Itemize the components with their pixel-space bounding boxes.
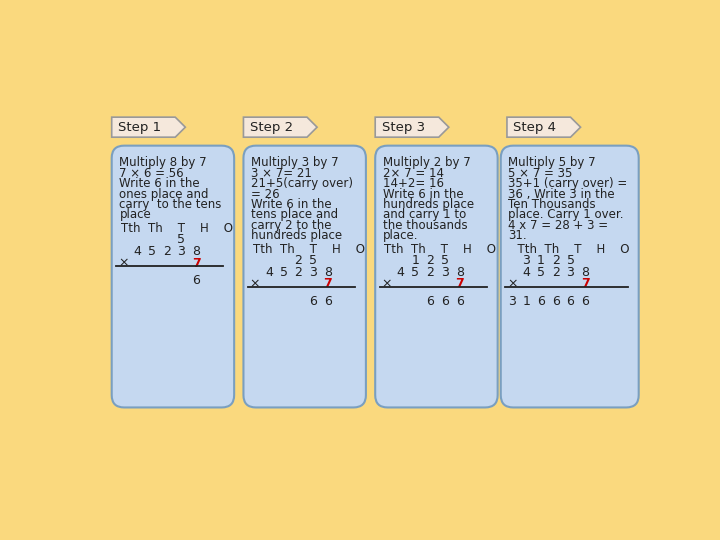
Text: Multiply 3 by 7: Multiply 3 by 7 — [251, 157, 339, 170]
Text: Step 3: Step 3 — [382, 120, 425, 134]
Text: and carry 1 to: and carry 1 to — [383, 208, 467, 221]
Text: 3 × 7= 21: 3 × 7= 21 — [251, 167, 312, 180]
Text: carry  to the tens: carry to the tens — [120, 198, 222, 211]
Text: 8: 8 — [324, 266, 332, 279]
Text: 1: 1 — [523, 295, 530, 308]
Text: 2: 2 — [294, 254, 302, 267]
Text: 3: 3 — [523, 254, 530, 267]
Text: 6: 6 — [581, 295, 589, 308]
Text: 3: 3 — [178, 245, 185, 258]
Text: 7: 7 — [192, 256, 201, 269]
Text: 6: 6 — [192, 274, 200, 287]
FancyBboxPatch shape — [112, 146, 234, 408]
FancyBboxPatch shape — [500, 146, 639, 408]
Text: Multiply 2 by 7: Multiply 2 by 7 — [383, 157, 471, 170]
Text: Multiply 5 by 7: Multiply 5 by 7 — [508, 157, 596, 170]
Text: 7: 7 — [581, 278, 590, 291]
Text: 5: 5 — [148, 245, 156, 258]
Text: 3: 3 — [441, 266, 449, 279]
Text: 6: 6 — [537, 295, 545, 308]
Text: place. Carry 1 over.: place. Carry 1 over. — [508, 208, 624, 221]
Text: 6: 6 — [567, 295, 575, 308]
Text: 5: 5 — [177, 233, 186, 246]
Polygon shape — [375, 117, 449, 137]
Text: Tth  Th    T    H    O: Tth Th T H O — [384, 242, 497, 255]
Text: Tth  Th    T    H    O: Tth Th T H O — [510, 242, 629, 255]
Text: Ten Thousands: Ten Thousands — [508, 198, 596, 211]
Text: 8: 8 — [581, 266, 589, 279]
Text: 3: 3 — [567, 266, 575, 279]
Text: 5: 5 — [567, 254, 575, 267]
Text: 5: 5 — [537, 266, 545, 279]
Text: carry 2 to the: carry 2 to the — [251, 219, 332, 232]
Text: 5: 5 — [280, 266, 288, 279]
Text: 5: 5 — [412, 266, 420, 279]
Text: Tth  Th    T    H    O: Tth Th T H O — [121, 222, 233, 235]
Text: 2× 7 = 14: 2× 7 = 14 — [383, 167, 444, 180]
Text: hundreds place: hundreds place — [383, 198, 474, 211]
Text: 8: 8 — [456, 266, 464, 279]
Text: ×: × — [507, 278, 518, 291]
Text: 6: 6 — [456, 295, 464, 308]
Text: 8: 8 — [192, 245, 200, 258]
Text: place.: place. — [383, 229, 418, 242]
Text: ones place and: ones place and — [120, 187, 209, 201]
Text: ×: × — [118, 256, 128, 269]
Text: 6: 6 — [441, 295, 449, 308]
Text: ×: × — [382, 278, 392, 291]
Polygon shape — [243, 117, 317, 137]
Text: 4: 4 — [523, 266, 530, 279]
Text: 14+2= 16: 14+2= 16 — [383, 177, 444, 190]
Text: 4 x 7 = 28 + 3 =: 4 x 7 = 28 + 3 = — [508, 219, 608, 232]
Text: Write 6 in the: Write 6 in the — [383, 187, 464, 201]
Text: 2: 2 — [426, 266, 434, 279]
Text: 6: 6 — [552, 295, 559, 308]
Text: 1: 1 — [412, 254, 420, 267]
Text: 1: 1 — [537, 254, 545, 267]
Text: 2: 2 — [552, 266, 559, 279]
Text: Step 2: Step 2 — [250, 120, 293, 134]
Text: Write 6 in the: Write 6 in the — [120, 177, 200, 190]
Text: Tth  Th    T    H    O: Tth Th T H O — [253, 242, 365, 255]
Text: tens place and: tens place and — [251, 208, 338, 221]
Text: ×: × — [250, 278, 260, 291]
Text: Multiply 8 by 7: Multiply 8 by 7 — [120, 157, 207, 170]
Text: 4: 4 — [133, 245, 141, 258]
Text: 6: 6 — [310, 295, 317, 308]
Text: 3: 3 — [310, 266, 317, 279]
Text: 5 × 7 = 35: 5 × 7 = 35 — [508, 167, 573, 180]
Text: 2: 2 — [294, 266, 302, 279]
Polygon shape — [507, 117, 580, 137]
Text: 36 , Write 3 in the: 36 , Write 3 in the — [508, 187, 615, 201]
Text: 7 × 6 = 56: 7 × 6 = 56 — [120, 167, 184, 180]
Text: Write 6 in the: Write 6 in the — [251, 198, 332, 211]
Text: Step 4: Step 4 — [513, 120, 557, 134]
Text: 5: 5 — [309, 254, 318, 267]
Text: 4: 4 — [265, 266, 273, 279]
FancyBboxPatch shape — [243, 146, 366, 408]
Text: place: place — [120, 208, 151, 221]
Text: 7: 7 — [323, 278, 333, 291]
Text: 7: 7 — [455, 278, 464, 291]
Text: 5: 5 — [441, 254, 449, 267]
Text: 4: 4 — [397, 266, 405, 279]
Text: 31.: 31. — [508, 229, 527, 242]
Text: 2: 2 — [426, 254, 434, 267]
Text: Step 1: Step 1 — [118, 120, 161, 134]
Text: the thousands: the thousands — [383, 219, 467, 232]
Text: 21+5(carry over): 21+5(carry over) — [251, 177, 354, 190]
Polygon shape — [112, 117, 185, 137]
Text: 2: 2 — [163, 245, 171, 258]
Text: 35+1 (carry over) =: 35+1 (carry over) = — [508, 177, 628, 190]
Text: = 26: = 26 — [251, 187, 280, 201]
FancyBboxPatch shape — [375, 146, 498, 408]
Text: hundreds place: hundreds place — [251, 229, 342, 242]
Text: 6: 6 — [426, 295, 434, 308]
Text: 2: 2 — [552, 254, 559, 267]
Text: 6: 6 — [324, 295, 332, 308]
Text: 3: 3 — [508, 295, 516, 308]
